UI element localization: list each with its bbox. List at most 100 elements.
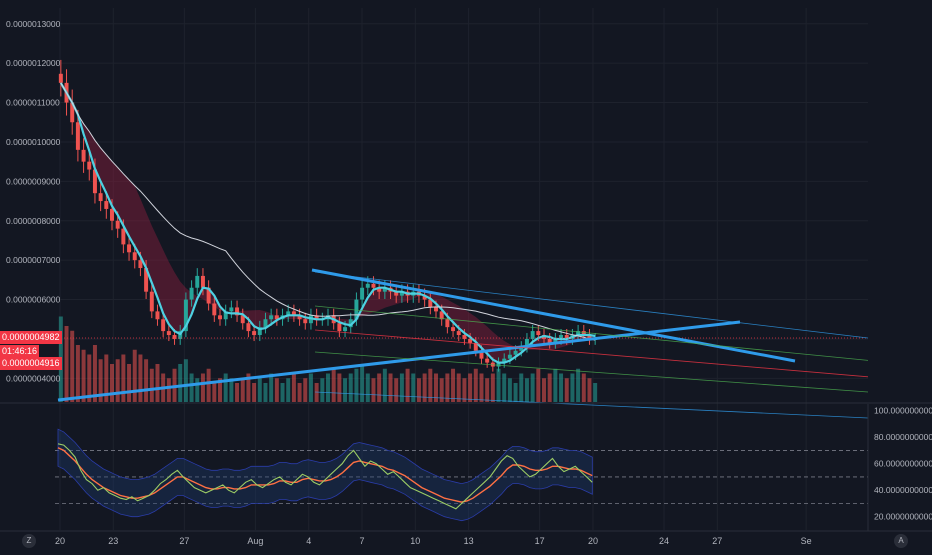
candle-body <box>183 299 188 332</box>
fib-channel-line <box>314 391 869 419</box>
price-tick-label: 0.0000010000 <box>6 137 61 147</box>
candle-body <box>422 295 427 300</box>
bid-price-tag: 0.0000004916 <box>0 357 62 370</box>
fib-channel-line <box>314 271 869 339</box>
volume-bar <box>485 378 490 402</box>
osc-rsi-line <box>57 443 593 510</box>
volume-bar <box>218 378 222 402</box>
candle-body <box>559 335 564 339</box>
time-tick-label: Se <box>801 536 812 546</box>
volume-bar <box>428 368 433 402</box>
fib-channel-line <box>314 351 869 393</box>
volume-bar <box>92 345 97 402</box>
volume-bar <box>547 373 552 402</box>
candle-body <box>399 291 404 296</box>
candle-body <box>132 252 137 261</box>
ma-slow-line <box>60 82 596 341</box>
volume-bar <box>456 373 461 402</box>
candle-body <box>115 220 120 229</box>
candle-body <box>354 299 359 320</box>
volume-bar <box>286 378 291 402</box>
volume-bar <box>422 373 427 402</box>
time-tick-label: 27 <box>179 536 189 546</box>
candle-body <box>269 315 274 320</box>
auto-scale-button[interactable]: A <box>894 534 908 548</box>
volume-bar <box>178 364 183 402</box>
volume-bar <box>104 354 109 402</box>
price-tick-label: 0.0000012000 <box>6 58 61 68</box>
volume-bar <box>291 373 296 402</box>
volume-bar <box>64 326 69 402</box>
volume-bar <box>468 373 473 402</box>
candle-body <box>166 331 171 336</box>
volume-bar <box>297 383 302 402</box>
volume-bar <box>405 368 410 402</box>
candle-body <box>127 244 132 253</box>
candle-body <box>58 73 63 83</box>
candle-body <box>189 287 194 300</box>
candle-body <box>456 331 461 336</box>
candle-body <box>92 169 97 194</box>
candle-body <box>229 307 234 312</box>
volume-bar <box>473 368 478 402</box>
candle-body <box>547 338 552 343</box>
candle-body <box>291 311 296 316</box>
candle-body <box>144 268 149 292</box>
candle-body <box>377 287 382 292</box>
candle-body <box>553 338 558 343</box>
candle-body <box>252 331 257 336</box>
candle-body <box>439 311 444 320</box>
time-tick-label: 4 <box>306 536 311 546</box>
volume-bar <box>462 378 467 402</box>
candle-body <box>382 287 387 292</box>
volume-bar <box>70 330 75 402</box>
fib-channel-line <box>314 329 869 378</box>
volume-bar <box>576 368 581 402</box>
volume-bar <box>280 383 285 402</box>
candle-body <box>462 335 467 339</box>
candle-body <box>235 307 240 316</box>
candle-body <box>263 319 268 328</box>
candle-body <box>473 342 478 351</box>
candle-body <box>104 201 109 209</box>
volume-bar <box>530 373 535 402</box>
volume-bar <box>314 383 319 402</box>
volume-bar <box>263 383 268 402</box>
volume-bar <box>110 364 114 402</box>
volume-bar <box>274 378 279 402</box>
candle-body <box>70 102 75 123</box>
candle-body <box>161 319 166 332</box>
volume-bar <box>365 373 370 402</box>
volume-bar <box>434 373 438 402</box>
candle-body <box>519 346 524 351</box>
time-tick-label: 17 <box>535 536 545 546</box>
price-tick-label: 0.0000006000 <box>6 295 61 305</box>
volume-bar <box>411 373 416 402</box>
candle-body <box>496 362 501 367</box>
candle-body <box>240 315 245 324</box>
candle-body <box>434 307 438 312</box>
volume-bar <box>536 368 541 402</box>
volume-bar <box>81 349 86 402</box>
volume-bar <box>394 378 399 402</box>
time-tick-label: 20 <box>588 536 598 546</box>
candle-body <box>98 193 103 202</box>
time-tick-label: 24 <box>659 536 669 546</box>
candle-body <box>206 287 211 304</box>
volume-bar <box>479 373 484 402</box>
volume-bar <box>581 373 586 402</box>
volume-bar <box>451 368 456 402</box>
candle-body <box>87 161 92 170</box>
candle-body <box>576 331 581 336</box>
candle-body <box>212 303 217 316</box>
candle-body <box>485 358 490 363</box>
candle-body <box>149 291 154 312</box>
volume-bar <box>570 373 575 402</box>
timezone-button[interactable]: Z <box>22 534 36 548</box>
volume-bar <box>87 354 92 402</box>
candle-body <box>75 122 80 150</box>
volume-bar <box>166 378 171 402</box>
volume-bar <box>377 373 382 402</box>
